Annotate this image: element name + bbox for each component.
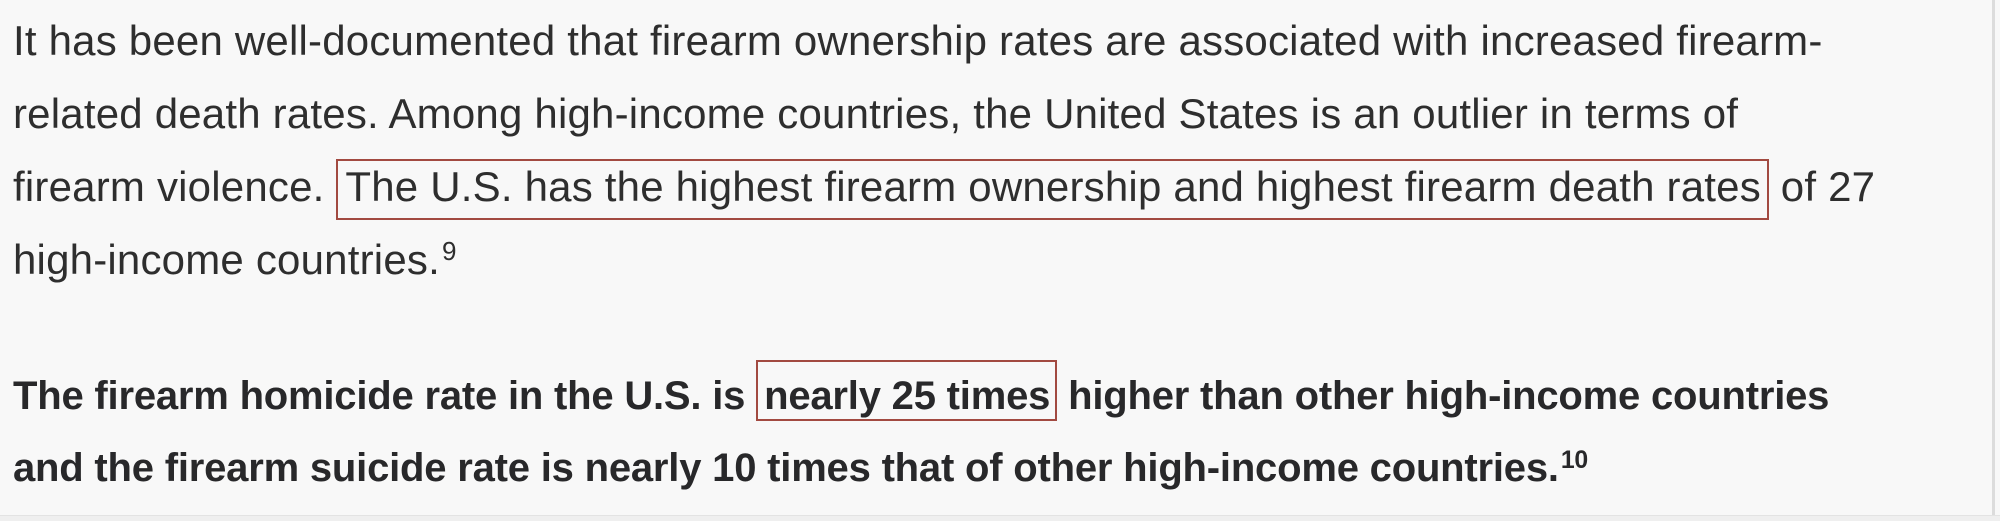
line-text: and the firearm suicide rate is nearly 1… — [13, 446, 1559, 490]
line-text: higher than other high-income countries — [1057, 374, 1830, 418]
footnote-ref-10: 10 — [1560, 447, 1589, 475]
paragraph-firearm-ownership: It has been well-documented that firearm… — [13, 4, 2000, 296]
text-line: related death rates. Among high-income c… — [13, 77, 2000, 150]
paragraph-homicide-suicide-rates: The firearm homicide rate in the U.S. is… — [13, 360, 2000, 504]
line-text: high-income countries. — [13, 236, 440, 283]
text-line: and the firearm suicide rate is nearly 1… — [13, 432, 2000, 504]
line-text: firearm violence. — [13, 163, 337, 210]
text-line: It has been well-documented that firearm… — [13, 4, 2000, 77]
line-text: The firearm homicide rate in the U.S. is — [13, 374, 757, 418]
content-right-divider — [1992, 0, 1995, 521]
footnote-ref-9: 9 — [441, 236, 457, 267]
line-text: It has been well-documented that firearm… — [13, 17, 1823, 64]
line-text: of 27 — [1768, 163, 1876, 210]
text-line: firearm violence. The U.S. has the highe… — [13, 150, 2000, 223]
highlight-box-25-times: nearly 25 times — [756, 360, 1058, 421]
content-bottom-divider — [0, 515, 2000, 521]
line-text: related death rates. Among high-income c… — [13, 90, 1739, 137]
text-line: high-income countries.9 — [13, 223, 2000, 296]
text-line: The firearm homicide rate in the U.S. is… — [13, 360, 2000, 432]
highlight-box-highest-rates: The U.S. has the highest firearm ownersh… — [336, 159, 1769, 220]
